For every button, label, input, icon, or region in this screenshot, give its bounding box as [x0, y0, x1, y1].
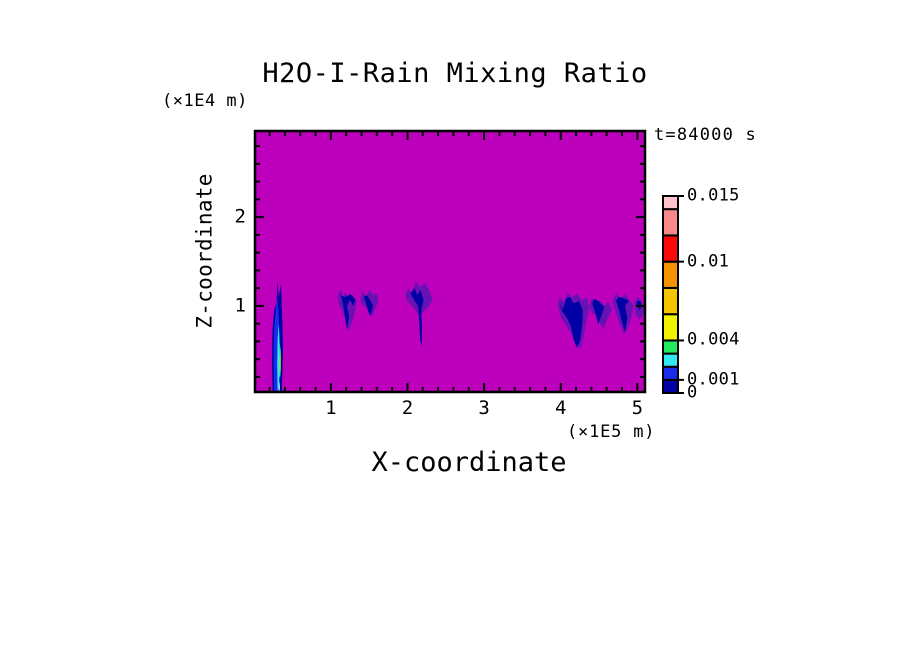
colorbar-segment-amber [662, 286, 679, 316]
colorbar-segment-green [662, 339, 679, 355]
x-tick-label: 3 [478, 397, 490, 419]
rain-wisp-1-navy [340, 294, 356, 329]
rain-wisp-2-navy [363, 295, 373, 316]
rain-plume-center-navy [410, 288, 424, 347]
colorbar-segment-cyan [662, 352, 679, 368]
colorbar-segment-yellow [662, 313, 679, 342]
z-tick-label: 1 [234, 294, 246, 317]
rain-features [272, 281, 644, 392]
time-annotation: t=84000 s [654, 125, 757, 145]
colorbar-segment-red [662, 234, 679, 263]
z-tick-label: 2 [234, 205, 246, 228]
colorbar-segment-salmon [662, 208, 679, 237]
colorbar-segment-lightpink [662, 195, 679, 211]
colorbar-tick-label: 0.004 [687, 329, 740, 350]
rain-cluster-right-outer-navy [615, 297, 629, 332]
field-background [255, 131, 645, 392]
rain-cluster-right-main-navy [560, 297, 583, 348]
colorbar-segment-orange [662, 260, 679, 289]
rain-shaft-left-yellow [279, 348, 281, 374]
y-axis-title: Z-coordinate [192, 173, 217, 329]
chart-title: H2O-I-Rain Mixing Ratio [262, 58, 648, 89]
x-tick-label: 1 [325, 397, 337, 419]
x-tick-label: 2 [401, 397, 414, 419]
rain-shaft-left-ice [278, 380, 280, 392]
plot-frame [253, 129, 647, 394]
y-axis-units-label: (×1E4 m) [162, 91, 248, 111]
colorbar-tick-label: 0.015 [687, 185, 740, 206]
colorbar-tick-label: 0.001 [687, 369, 740, 390]
x-axis-units-label: (×1E5 m) [567, 422, 656, 442]
colorbar-tick-label: 0 [687, 382, 698, 403]
rain-cluster-right-mid-navy [592, 298, 605, 325]
colorbar-segment-blue [662, 365, 679, 381]
colorbar-segment-navy [662, 378, 679, 395]
x-tick-label: 4 [554, 397, 567, 419]
x-tick-label: 5 [631, 397, 644, 419]
colorbar-tick-label: 0.01 [687, 251, 730, 272]
x-axis-title: X-coordinate [371, 447, 567, 478]
rain-shaft-left-cyan [277, 323, 280, 391]
